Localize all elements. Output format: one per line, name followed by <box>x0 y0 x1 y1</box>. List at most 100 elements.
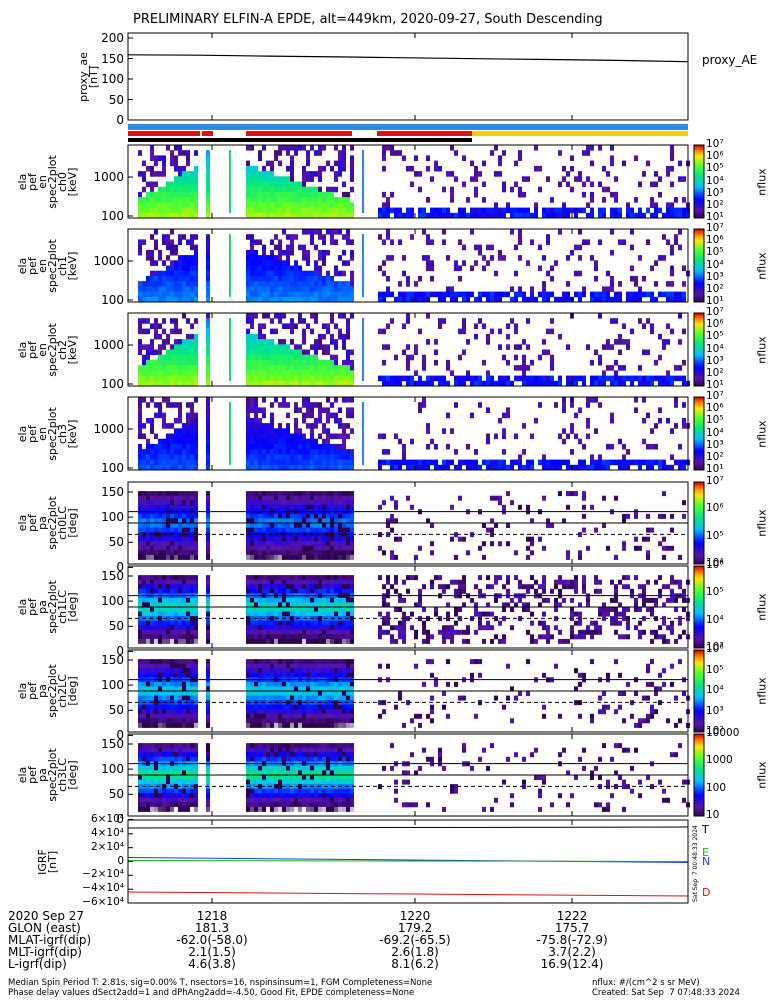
spec-cell <box>254 370 258 376</box>
spec-cell <box>326 202 330 208</box>
spec-cell <box>150 365 154 371</box>
pa-cell <box>482 541 486 547</box>
pa-cell <box>394 579 398 585</box>
pa-cell <box>170 588 174 594</box>
spec-cell <box>526 459 530 466</box>
pa-cell <box>170 504 174 510</box>
pa-cell <box>338 500 342 506</box>
spec-cell <box>194 464 198 471</box>
spec-cell <box>518 229 522 235</box>
spec-cell <box>142 328 146 335</box>
pa-cell <box>174 668 178 674</box>
spec-cell <box>382 359 386 366</box>
pa-cell <box>338 518 342 524</box>
pa-cell <box>150 713 154 719</box>
spec-cell <box>138 171 142 177</box>
pa-cell <box>614 554 618 560</box>
pa-cell <box>178 709 182 715</box>
spec-cell <box>206 344 210 350</box>
spec-cell <box>334 239 338 245</box>
spec-cell <box>166 186 170 193</box>
spec-cell <box>450 428 454 434</box>
pa-cell <box>494 523 498 528</box>
pa-cell <box>178 681 182 687</box>
pa-cell <box>150 523 154 528</box>
pa-cell <box>266 554 270 560</box>
spec-cell <box>342 380 346 387</box>
spec-cell <box>294 454 298 460</box>
pa-cell <box>170 527 174 533</box>
pa-cell <box>298 579 302 585</box>
spec-cell <box>430 380 434 387</box>
pa-cell <box>158 597 162 603</box>
spec-cell <box>350 412 354 419</box>
pa-cell <box>318 575 322 581</box>
spec-cell <box>330 318 334 324</box>
spec-cell <box>490 212 494 219</box>
spec-cell <box>182 150 186 156</box>
spec-cell <box>302 339 306 345</box>
spec-cell <box>310 239 314 245</box>
pa-cell <box>322 588 326 594</box>
spec-cell <box>314 244 318 251</box>
pa-cell <box>562 638 566 644</box>
pa-cell <box>194 541 198 547</box>
spec-cell <box>302 333 306 340</box>
pa-cell <box>170 686 174 692</box>
pa-cell <box>338 575 342 581</box>
spec-cell <box>294 417 298 424</box>
pa-cell <box>150 545 154 551</box>
spec-cell <box>278 160 282 167</box>
pa-cell <box>342 579 346 585</box>
spec-cell <box>170 291 174 298</box>
spec-cell <box>170 181 174 188</box>
pa-cell <box>318 504 322 510</box>
spec-cell <box>538 459 542 466</box>
spec-cell <box>150 296 154 303</box>
spec-cell <box>670 202 674 208</box>
spec-cell <box>306 270 310 277</box>
pa-cell <box>278 523 282 528</box>
pa-cell <box>146 579 150 585</box>
pa-cell <box>626 575 630 581</box>
pa-cell <box>306 527 310 533</box>
pa-cell <box>254 668 258 674</box>
spec-cell <box>150 155 154 161</box>
spec-cell <box>314 186 318 193</box>
spec-cell <box>302 229 306 235</box>
pa-cell <box>190 575 194 581</box>
pa-cell <box>166 575 170 581</box>
pa-cell <box>246 607 250 612</box>
spec-cell <box>174 176 178 182</box>
pa-cell <box>182 550 186 556</box>
pa-cell <box>594 527 598 533</box>
spec-cell <box>166 239 170 245</box>
spec-cell <box>566 375 570 382</box>
spec-cell <box>302 454 306 460</box>
pa-cell <box>302 550 306 556</box>
spec-cell <box>186 197 190 203</box>
pa-cell <box>342 620 346 626</box>
spec-cell <box>430 275 434 282</box>
spec-cell <box>618 296 622 303</box>
spec-cell <box>174 370 178 376</box>
spec-cell <box>554 212 558 219</box>
pa-cell <box>306 597 310 603</box>
spec-cell <box>502 449 506 455</box>
spec-cell <box>258 428 262 434</box>
spec-cell <box>318 333 322 340</box>
spec-cell <box>682 380 686 387</box>
spec-cell <box>174 459 178 466</box>
spec-cell <box>178 428 182 434</box>
pa-cell <box>246 523 250 528</box>
spec-cell <box>146 328 150 335</box>
spec-cell <box>190 459 194 466</box>
spec-cell <box>538 186 542 193</box>
spec-cell <box>254 181 258 188</box>
spec-cell <box>570 423 574 429</box>
pa-cell <box>574 575 578 581</box>
pa-cell <box>318 491 322 497</box>
spec-cell <box>438 464 442 471</box>
spec-cell <box>378 296 382 303</box>
pa-cell <box>334 532 338 538</box>
